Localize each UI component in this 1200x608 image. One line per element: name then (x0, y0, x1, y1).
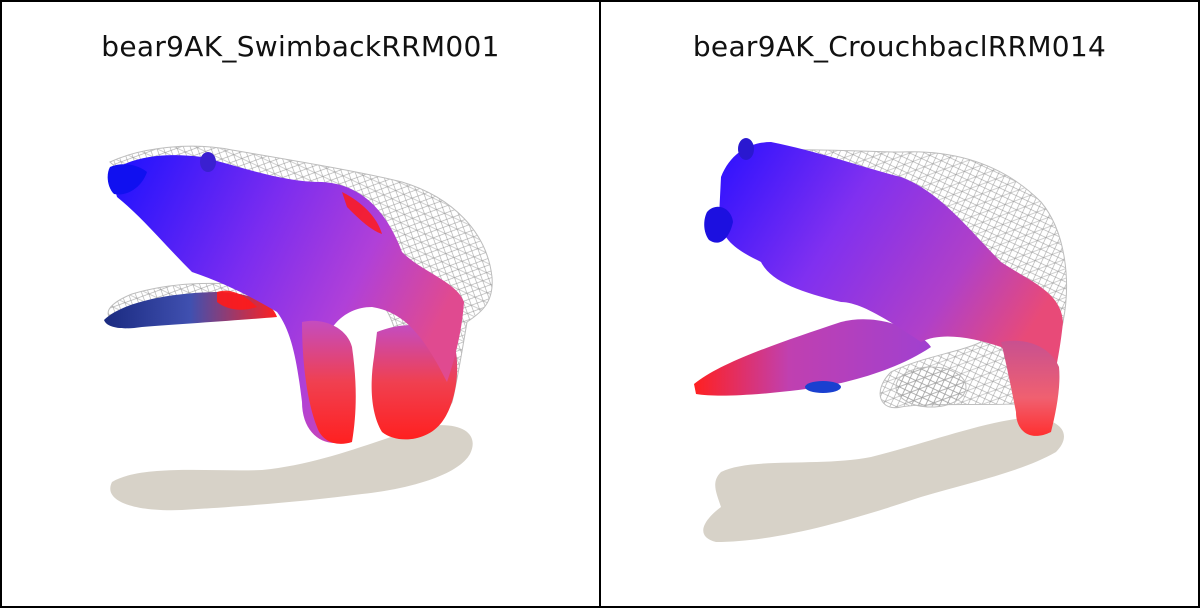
ground-shadow (110, 425, 473, 511)
bear-ear (200, 152, 216, 172)
bear-body (719, 142, 1063, 415)
red-patch (342, 192, 382, 234)
left-panel-title: bear9AK_SwimbackRRM001 (101, 30, 500, 63)
bear-snout (107, 164, 147, 195)
right-panel-title: bear9AK_CrouchbaclRRM014 (692, 30, 1107, 63)
front-leg (1001, 340, 1060, 436)
right-panel: bear9AK_CrouchbaclRRM014 (601, 2, 1198, 606)
left-panel: bear9AK_SwimbackRRM001 (2, 2, 601, 606)
front-leg (302, 320, 356, 444)
right-bear-render (694, 138, 1067, 542)
left-bear-render (104, 145, 493, 511)
bear-snout (704, 206, 733, 243)
wireframe-paw (895, 366, 967, 408)
outstretched-arm (694, 319, 931, 396)
bear-ear (738, 138, 754, 160)
ground-shadow (703, 417, 1064, 542)
red-patch (217, 290, 257, 310)
blue-paw (805, 381, 841, 393)
